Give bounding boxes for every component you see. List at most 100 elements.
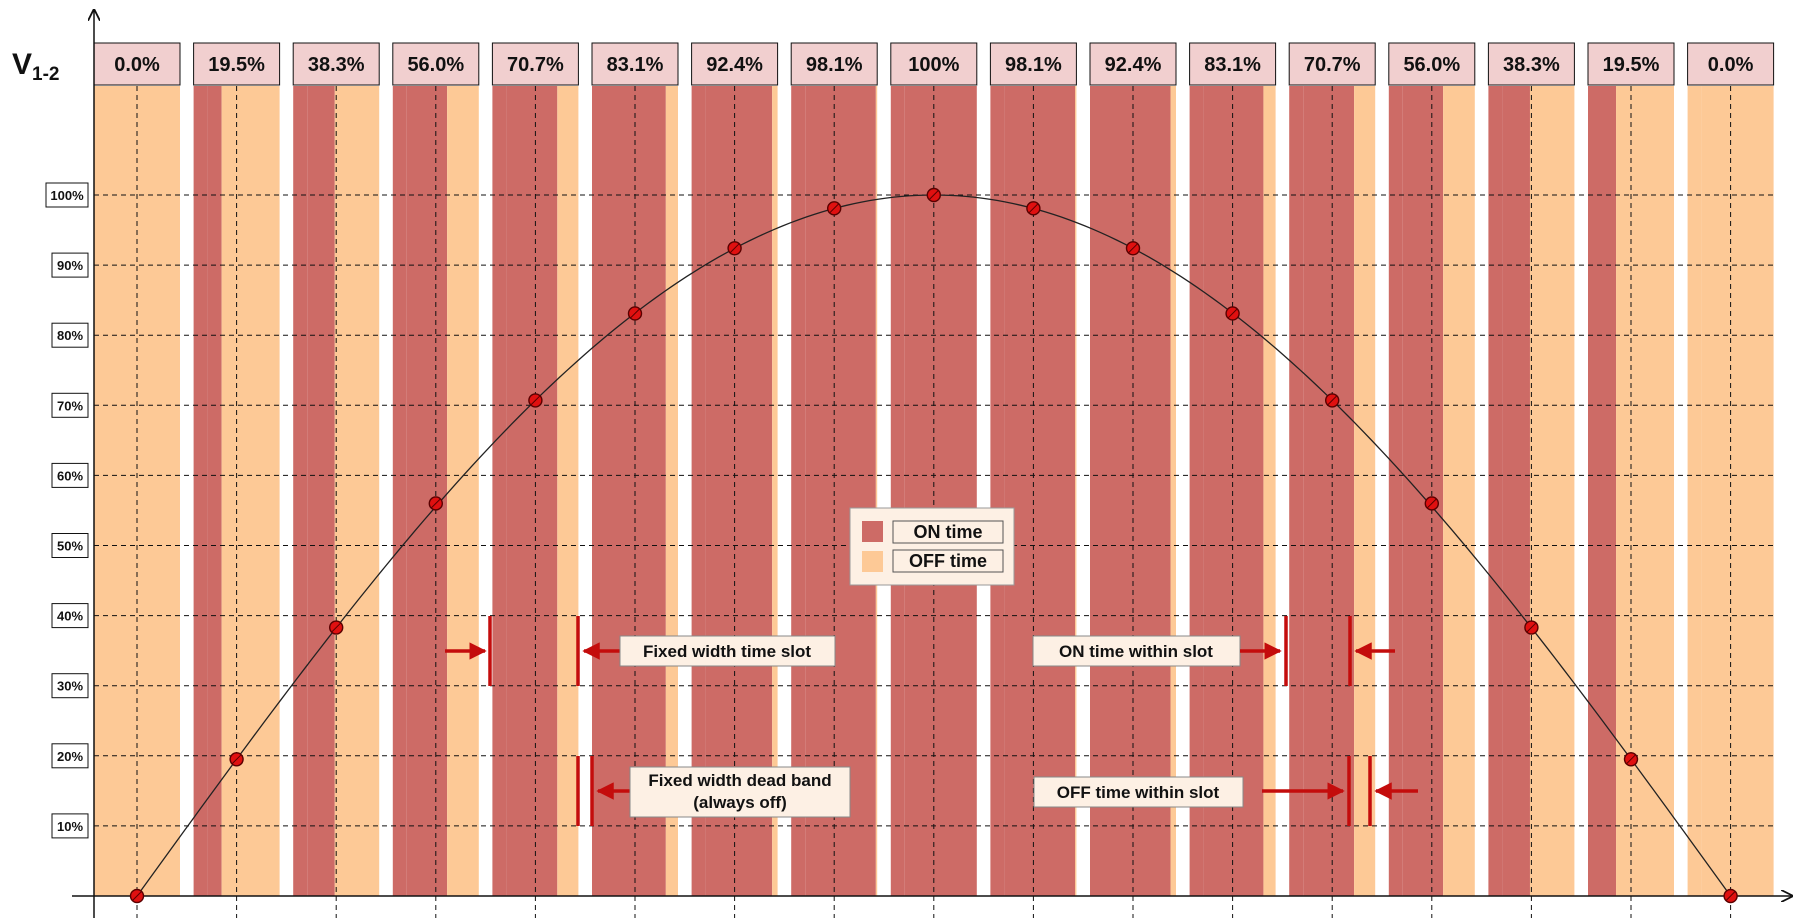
slot-label: 56.0% — [392, 42, 480, 86]
sample-point — [827, 201, 842, 216]
slot-label: 70.7% — [1288, 42, 1376, 86]
on-segment — [1303, 86, 1355, 896]
time-slot — [94, 86, 180, 896]
slot-label-text: 70.7% — [507, 54, 564, 76]
dead-band — [890, 86, 905, 896]
off-segment — [1443, 86, 1475, 896]
y-tick-label: 20% — [51, 743, 89, 769]
on-segment — [1104, 86, 1171, 896]
sample-point — [229, 752, 244, 767]
dead-band — [1687, 86, 1702, 896]
sample-point — [329, 620, 344, 635]
sample-point — [1623, 752, 1639, 767]
slot-label: 98.1% — [790, 42, 878, 86]
slot-label-text: 56.0% — [407, 54, 464, 76]
off-segment — [1616, 86, 1674, 896]
on-segment — [1502, 86, 1530, 896]
sample-points — [129, 187, 1738, 904]
off-segment — [334, 86, 380, 896]
sample-point — [129, 888, 145, 904]
slot-label: 0.0% — [93, 42, 181, 86]
svg-text:30%: 30% — [57, 679, 83, 694]
dead-band-label-line1: Fixed width dead band — [648, 771, 831, 790]
time-slot — [890, 86, 977, 896]
on-segment — [1004, 86, 1076, 896]
time-slot — [791, 86, 878, 896]
time-slot — [990, 86, 1077, 896]
svg-text:80%: 80% — [57, 328, 83, 343]
time-slot — [1588, 86, 1674, 896]
svg-text:100%: 100% — [50, 188, 84, 203]
slot-label-text: 83.1% — [1204, 54, 1261, 76]
sample-point — [727, 241, 742, 256]
sample-point — [1524, 620, 1539, 635]
slot-label: 70.7% — [491, 42, 579, 86]
fixed-slot-annotation: Fixed width time slot — [445, 616, 836, 686]
slot-label: 19.5% — [193, 42, 281, 86]
off-segment — [875, 86, 878, 896]
svg-text:40%: 40% — [57, 609, 83, 624]
sample-point — [1125, 241, 1141, 256]
y-tick-label: 50% — [51, 533, 89, 558]
time-slot — [1289, 86, 1376, 896]
dead-band — [1388, 86, 1403, 896]
dead-band — [492, 86, 507, 896]
slot-label-text: 92.4% — [706, 54, 763, 76]
dead-band — [1090, 86, 1104, 896]
dead-band — [1289, 86, 1304, 896]
time-slot — [1189, 86, 1276, 896]
y-tick-label: 90% — [51, 252, 89, 278]
off-segment — [447, 86, 479, 896]
sample-point — [1026, 201, 1041, 216]
dead-band — [990, 86, 1005, 896]
svg-text:60%: 60% — [57, 468, 83, 483]
slot-label-text: 19.5% — [208, 54, 265, 76]
slot-label-text: 83.1% — [607, 54, 664, 76]
slot-label-text: 56.0% — [1403, 54, 1460, 76]
legend-on-label: ON time — [913, 522, 982, 542]
on-time-annotation: ON time within slot — [1032, 616, 1395, 686]
slot-label: 92.4% — [691, 42, 779, 86]
off-segment — [1354, 86, 1376, 896]
y-tick-label: 40% — [51, 603, 89, 629]
dead-band — [193, 86, 208, 896]
off-segment — [1170, 86, 1176, 896]
on-segment — [705, 86, 773, 896]
legend-off-swatch — [862, 551, 883, 572]
on-segment — [406, 86, 448, 896]
sample-point — [1424, 496, 1440, 511]
off-segment — [1701, 86, 1774, 896]
time-slot — [1388, 86, 1475, 896]
slot-label: 38.3% — [292, 42, 380, 86]
slot-percentage-labels: 0.0% 19.5% 38.3% 56.0% 70.7% 83.1% 92.4% 98.1% 1… — [93, 42, 1775, 86]
fixed-slot-label: Fixed width time slot — [643, 642, 811, 661]
sample-point — [627, 306, 643, 321]
on-segment — [207, 86, 222, 896]
y-tick-label: 70% — [51, 392, 89, 418]
y-tick-label: 80% — [51, 322, 89, 348]
on-segment — [606, 86, 666, 896]
off-segment — [221, 86, 280, 896]
off-segment — [772, 86, 778, 896]
slot-label: 92.4% — [1089, 42, 1177, 86]
on-segment — [904, 86, 977, 896]
sample-point — [926, 187, 941, 203]
time-slot — [293, 86, 380, 896]
off-time-label: OFF time within slot — [1057, 783, 1220, 802]
slot-label: 83.1% — [591, 42, 679, 86]
on-time-label: ON time within slot — [1059, 642, 1213, 661]
svg-text:90%: 90% — [57, 258, 83, 273]
dead-band — [1588, 86, 1602, 896]
off-segment — [108, 86, 180, 896]
slot-label: 38.3% — [1487, 42, 1575, 86]
slot-label: 56.0% — [1388, 42, 1476, 86]
dead-band — [1488, 86, 1503, 896]
off-segment — [557, 86, 579, 896]
chart-title: V1-2 — [12, 48, 59, 85]
time-slot — [1687, 86, 1774, 896]
dead-band — [592, 86, 606, 896]
on-segment — [506, 86, 558, 896]
dead-band-label-line2: (always off) — [693, 793, 787, 812]
time-slot — [392, 86, 479, 896]
